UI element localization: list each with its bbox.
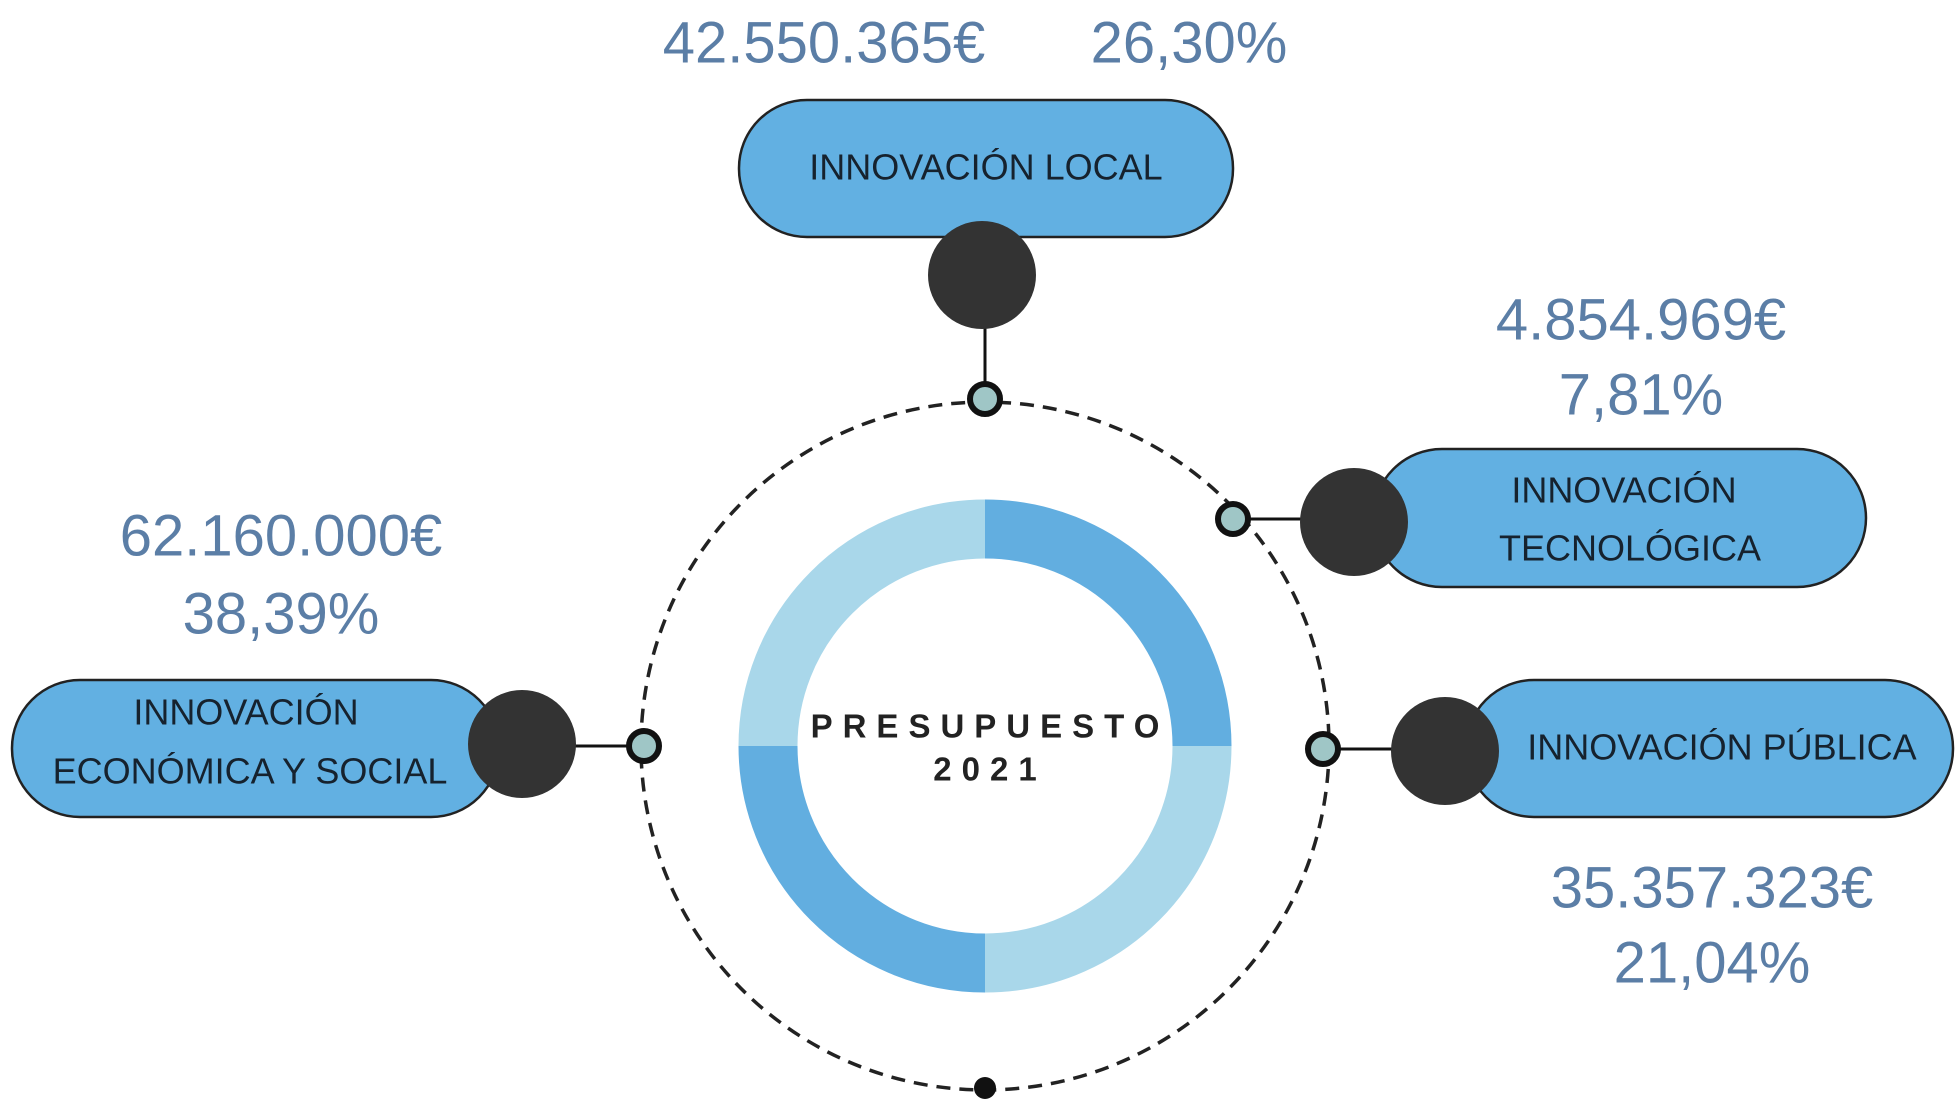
donut xyxy=(738,499,1232,993)
node-amount: 42.550.365€ xyxy=(663,10,986,75)
node-label: INNOVACIÓN xyxy=(133,692,358,733)
node-local: INNOVACIÓN LOCAL 42.550.365€ 26,30% xyxy=(663,10,1288,417)
node-percent: 7,81% xyxy=(1559,362,1723,427)
orbit-dot xyxy=(974,1077,996,1099)
node-publica: INNOVACIÓN PÚBLICA 35.357.323€ 21,04% xyxy=(1305,678,1955,995)
node-label: INNOVACIÓN LOCAL xyxy=(809,147,1162,188)
node-economica: INNOVACIÓN ECONÓMICA Y SOCIAL 62.160.000… xyxy=(10,503,662,819)
center-title: PRESUPUESTO xyxy=(811,708,1170,745)
node-percent: 26,30% xyxy=(1091,10,1288,75)
node-amount: 4.854.969€ xyxy=(1496,287,1786,352)
node-tecnologica: INNOVACIÓN TECNOLÓGICA 4.854.969€ 7,81% xyxy=(1215,287,1868,589)
node-percent: 38,39% xyxy=(183,581,380,646)
node-amount: 62.160.000€ xyxy=(120,503,443,568)
center-year: 2021 xyxy=(933,751,1046,788)
node-label: INNOVACIÓN xyxy=(1511,470,1736,511)
node-amount: 35.357.323€ xyxy=(1551,855,1874,920)
node-label: TECNOLÓGICA xyxy=(1499,528,1761,569)
node-percent: 21,04% xyxy=(1614,930,1811,995)
node-label: ECONÓMICA Y SOCIAL xyxy=(53,751,448,792)
node-label: INNOVACIÓN PÚBLICA xyxy=(1527,727,1916,768)
